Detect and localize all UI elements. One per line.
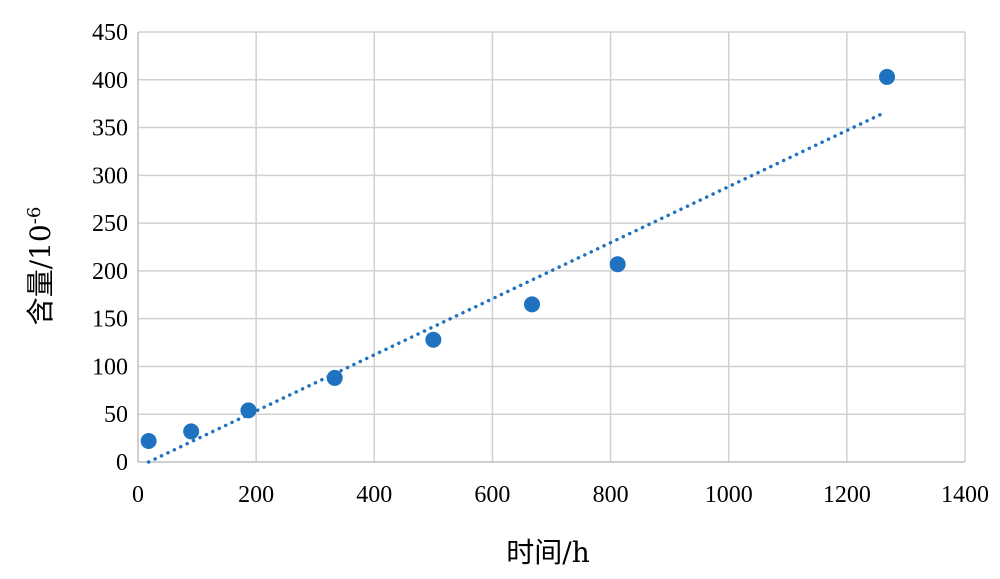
x-tick-label-0: 0 bbox=[132, 482, 144, 508]
y-tick-label-8: 400 bbox=[92, 68, 128, 94]
x-axis-title: 时间/h bbox=[506, 536, 589, 569]
x-tick-label-3: 600 bbox=[474, 482, 510, 508]
y-tick-label-1: 50 bbox=[104, 402, 128, 428]
y-tick-label-0: 0 bbox=[116, 450, 128, 476]
data-point-4 bbox=[425, 331, 442, 348]
data-point-1 bbox=[183, 423, 200, 440]
y-axis-title-main: 含量/10 bbox=[24, 224, 57, 325]
y-tick-label-3: 150 bbox=[92, 307, 128, 333]
data-point-5 bbox=[524, 296, 541, 313]
data-point-0 bbox=[140, 432, 157, 449]
axis-layer bbox=[137, 32, 965, 463]
data-point-2 bbox=[240, 402, 257, 419]
x-tick-label-1: 200 bbox=[238, 482, 274, 508]
points-layer bbox=[140, 68, 896, 449]
data-point-6 bbox=[609, 256, 626, 273]
y-axis-title-superscript: -6 bbox=[24, 207, 45, 225]
y-tick-label-5: 250 bbox=[92, 211, 128, 237]
y-tick-label-7: 350 bbox=[92, 116, 128, 142]
data-point-3 bbox=[326, 369, 343, 386]
trendline bbox=[146, 110, 888, 464]
y-tick-label-4: 200 bbox=[92, 259, 128, 285]
x-tick-label-4: 800 bbox=[593, 482, 629, 508]
y-tick-label-6: 300 bbox=[92, 163, 128, 189]
grid-layer bbox=[138, 31, 966, 462]
tick-labels-layer: 0 50 100 150 200 250 300 350 400 450 0 200 400 600 800… bbox=[92, 20, 989, 508]
x-tick-label-6: 1200 bbox=[823, 482, 871, 508]
y-axis-title: 含量/10-6 bbox=[24, 207, 57, 326]
trendline-layer bbox=[146, 110, 888, 464]
y-tick-label-2: 100 bbox=[92, 354, 128, 380]
x-tick-label-5: 1000 bbox=[705, 482, 753, 508]
y-tick-label-9: 450 bbox=[92, 20, 128, 46]
x-tick-label-2: 400 bbox=[356, 482, 392, 508]
x-tick-label-7: 1400 bbox=[941, 482, 989, 508]
data-point-7 bbox=[879, 68, 896, 85]
